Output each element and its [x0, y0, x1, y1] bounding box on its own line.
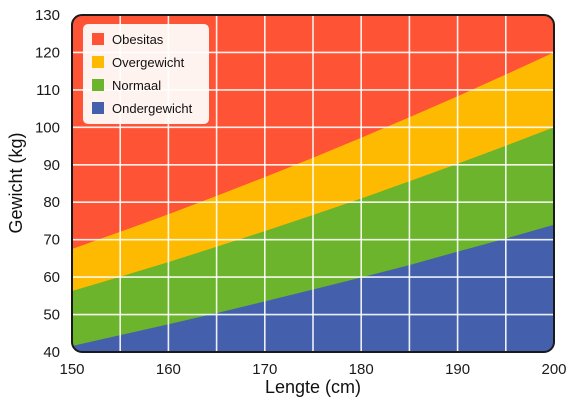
plot-area [72, 15, 554, 352]
x-tick-label: 200 [541, 361, 566, 378]
y-tick-label: 100 [35, 119, 60, 136]
legend: Obesitas Overgewicht Normaal Ondergewicht [83, 24, 209, 124]
legend-label: Obesitas [112, 32, 164, 47]
y-axis-ticks: 40 50 60 70 80 90 100 110 120 130 [35, 7, 60, 361]
legend-swatch [92, 79, 104, 91]
x-tick-label: 160 [156, 361, 181, 378]
legend-label: Overgewicht [112, 55, 185, 70]
y-tick-label: 40 [43, 344, 60, 361]
y-tick-label: 50 [43, 307, 60, 324]
plot-border [71, 14, 555, 353]
x-axis-ticks: 150 160 170 180 190 200 [59, 361, 566, 378]
legend-swatch [92, 56, 104, 68]
x-tick-label: 150 [59, 361, 84, 378]
y-tick-label: 80 [43, 194, 60, 211]
y-tick-label: 60 [43, 269, 60, 286]
y-tick-label: 70 [43, 232, 60, 249]
legend-swatch [92, 102, 104, 114]
x-tick-label: 180 [349, 361, 374, 378]
legend-label: Ondergewicht [112, 101, 193, 116]
legend-swatch [92, 33, 104, 45]
x-axis-title: Lengte (cm) [265, 377, 361, 397]
legend-label: Normaal [112, 78, 161, 93]
y-tick-label: 110 [36, 82, 60, 99]
y-axis-title: Gewicht (kg) [6, 132, 26, 233]
y-tick-label: 90 [43, 157, 60, 174]
x-tick-label: 190 [445, 361, 470, 378]
x-tick-label: 170 [252, 361, 277, 378]
legend-box [83, 24, 209, 124]
y-tick-label: 120 [35, 44, 60, 61]
y-tick-label: 130 [35, 7, 60, 24]
